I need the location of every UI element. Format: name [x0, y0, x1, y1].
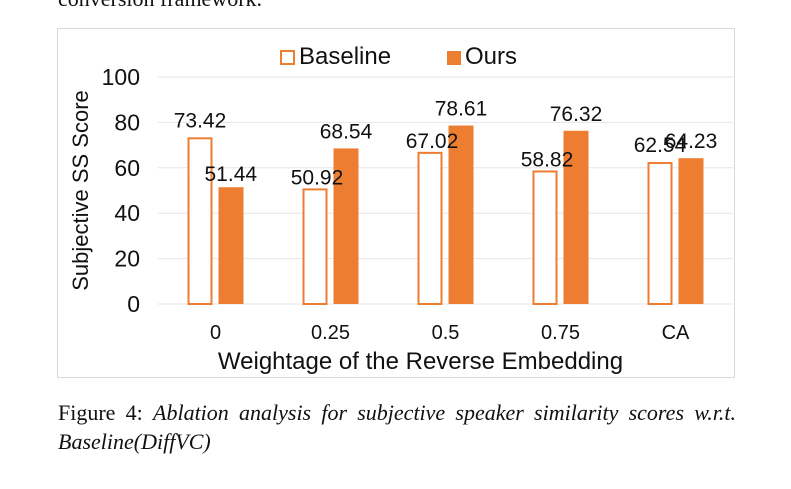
bar-chart: 73.42 51.44 50.92 68.54 67.02 78.61 58.82 76.32… [68, 43, 733, 375]
bar-baseline [647, 162, 673, 305]
bar-ours [218, 187, 244, 304]
data-label-baseline: 58.82 [521, 148, 574, 171]
bar-baseline [187, 137, 213, 306]
y-tick-label: 80 [114, 109, 140, 135]
legend: Baseline Ours [280, 43, 517, 70]
data-labels: 73.42 51.44 50.92 68.54 67.02 78.61 58.82 76.32… [174, 98, 718, 190]
legend-swatch-baseline [280, 50, 295, 65]
data-label-baseline: 73.42 [174, 109, 227, 132]
legend-swatch-ours [447, 51, 461, 65]
bar-ours [448, 125, 474, 304]
x-axis-label: Weightage of the Reverse Embedding [218, 348, 623, 375]
data-label-baseline: 50.92 [291, 166, 344, 189]
bars [187, 125, 704, 306]
bar-baseline [417, 151, 443, 306]
data-label-ours: 76.32 [550, 103, 603, 126]
preceding-text-fragment: conversion framework. [58, 0, 262, 12]
x-tick-label: CA [662, 322, 690, 344]
data-label-ours: 51.44 [205, 163, 258, 186]
x-tick-label: 0 [210, 322, 221, 344]
chart-frame: 73.42 51.44 50.92 68.54 67.02 78.61 58.82 76.32… [57, 28, 735, 378]
x-tick-label: 0.5 [432, 322, 460, 344]
bar-baseline [532, 170, 558, 305]
data-label-ours: 78.61 [435, 98, 488, 121]
bar-ours [333, 148, 359, 304]
gridlines [158, 76, 733, 305]
data-label-ours: 68.54 [320, 120, 373, 143]
data-label-baseline: 67.02 [406, 130, 459, 153]
data-label-ours: 64.23 [665, 130, 718, 153]
legend-ours-label: Ours [465, 43, 517, 70]
caption-text: Ablation analysis for subjective speaker… [58, 400, 737, 454]
y-axis-label: Subjective SS Score [68, 90, 93, 291]
bar-ours [563, 130, 589, 304]
data-label-baseline: 62.54 [634, 134, 687, 157]
x-tick-label: 0.75 [541, 322, 580, 344]
y-tick-label: 40 [114, 200, 140, 226]
bar-ours [678, 158, 704, 304]
legend-baseline-label: Baseline [299, 43, 391, 70]
x-tick-label: 0.25 [311, 322, 350, 344]
bar-baseline [302, 188, 328, 306]
caption-label: Figure 4: [58, 400, 143, 425]
y-tick-label: 60 [114, 155, 140, 181]
y-tick-label: 20 [114, 246, 140, 272]
axes: 0 20 40 60 80 100 Subjective SS Score 0 0.25 0.5 0… [68, 64, 690, 375]
figure-caption: Figure 4: Ablation analysis for subjecti… [58, 398, 736, 456]
y-tick-label: 100 [102, 64, 140, 90]
y-tick-label: 0 [127, 291, 140, 317]
